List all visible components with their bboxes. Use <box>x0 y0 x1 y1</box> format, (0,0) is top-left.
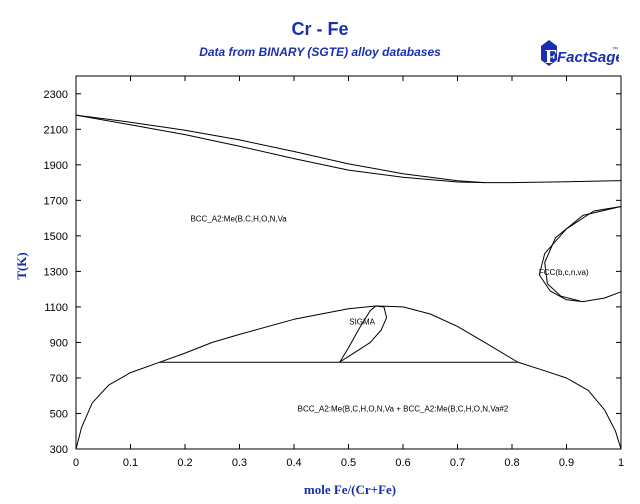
x-tick-label: 0.9 <box>559 457 574 469</box>
x-tick-label: 0.1 <box>123 457 138 469</box>
phase-boundary-line-10 <box>544 206 622 302</box>
y-axis-label: T(K) <box>14 252 29 280</box>
svg-text:F: F <box>545 46 557 68</box>
region-label: BCC_A2:Me(B,C,H,O,N,Va + BCC_A2:Me(B,C,H… <box>298 405 509 414</box>
y-tick-label: 2100 <box>44 124 68 136</box>
x-tick-label: 0.5 <box>341 457 356 469</box>
phase-boundary-line-1 <box>75 114 622 184</box>
phase-boundary-line-8 <box>339 305 388 363</box>
factsage-logo-mark: F FactSage ™ <box>541 40 624 68</box>
region-label: BCC_A2:Me(B,C,H,O,N,Va <box>190 215 287 224</box>
x-tick-label: 0.6 <box>395 457 410 469</box>
phase-boundary-line-4 <box>159 305 518 363</box>
chart-title: Cr - Fe <box>291 19 349 39</box>
x-tick-label: 0.7 <box>450 457 465 469</box>
x-tick-label: 0 <box>73 457 79 469</box>
y-tick-label: 2300 <box>44 89 68 101</box>
factsage-logo: F FactSage ™ <box>537 38 624 72</box>
phase-boundary-line-2 <box>75 114 485 184</box>
x-tick-label: 0.3 <box>232 457 247 469</box>
phase-boundary-line-5 <box>517 361 622 450</box>
plot-frame <box>75 75 622 450</box>
logo-hexagon-icon <box>541 40 557 66</box>
x-tick-label: 0.2 <box>177 457 192 469</box>
y-tick-label: 700 <box>50 373 68 385</box>
x-axis-label: mole Fe/(Cr+Fe) <box>303 482 397 497</box>
x-tick-label: 0.4 <box>286 457 301 469</box>
phase-boundary-line-7 <box>339 305 377 363</box>
y-tick-label: 1300 <box>44 266 68 278</box>
y-tick-label: 900 <box>50 337 68 349</box>
y-tick-label: 1500 <box>44 231 68 243</box>
y-tick-label: 1700 <box>44 195 68 207</box>
chart-subtitle: Data from BINARY (SGTE) alloy databases <box>199 45 441 59</box>
y-tick-label: 1900 <box>44 160 68 172</box>
x-tick-label: 0.8 <box>504 457 519 469</box>
phase-boundary-line-3 <box>75 361 160 450</box>
x-tick-label: 1 <box>618 457 624 469</box>
logo-text: FactSage <box>557 49 619 66</box>
region-label: SIGMA <box>349 318 375 327</box>
y-tick-label: 500 <box>50 408 68 420</box>
y-tick-label: 1100 <box>44 302 68 314</box>
phase-boundary-line-9 <box>538 206 622 303</box>
region-label: FCC(b,c,n,va) <box>539 268 589 277</box>
svg-text:™: ™ <box>612 46 618 53</box>
y-tick-label: 300 <box>50 444 68 456</box>
